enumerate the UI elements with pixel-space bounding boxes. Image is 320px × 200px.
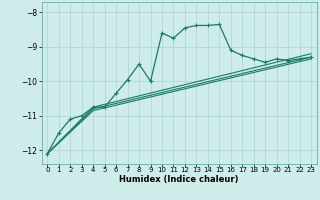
X-axis label: Humidex (Indice chaleur): Humidex (Indice chaleur) (119, 175, 239, 184)
